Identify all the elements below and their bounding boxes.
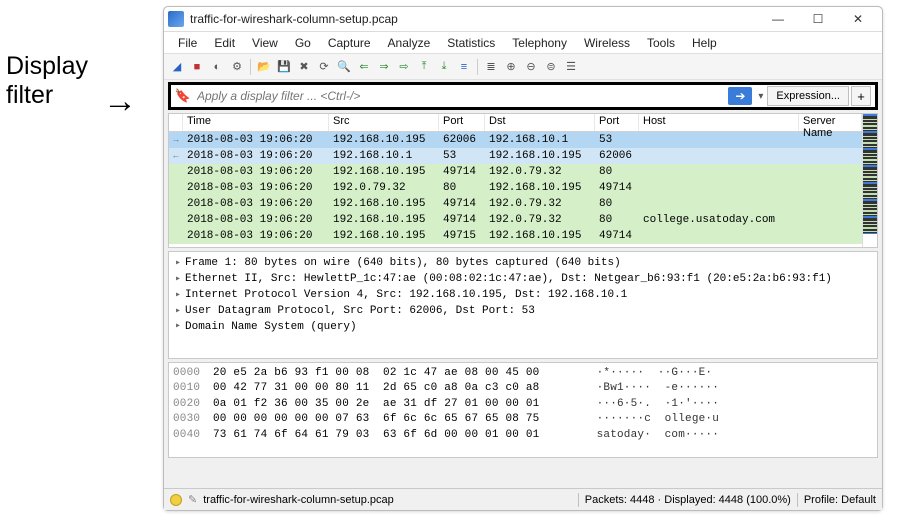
annotation-label: Display filter	[6, 52, 88, 110]
titlebar: traffic-for-wireshark-column-setup.pcap …	[164, 7, 882, 32]
open-file-icon[interactable]: 📂	[255, 58, 273, 76]
hex-row[interactable]: 000020 e5 2a b6 93 f1 00 08 02 1c 47 ae …	[173, 366, 873, 381]
detail-item[interactable]: ▸Internet Protocol Version 4, Src: 192.1…	[171, 288, 875, 304]
expression-button[interactable]: Expression...	[767, 86, 849, 106]
detail-item[interactable]: ▸User Datagram Protocol, Src Port: 62006…	[171, 304, 875, 320]
find-packet-icon[interactable]: 🔍	[335, 58, 353, 76]
capture-options-icon[interactable]: ⚙	[228, 58, 246, 76]
save-file-icon[interactable]: 💾	[275, 58, 293, 76]
hex-row[interactable]: 004073 61 74 6f 64 61 79 03 63 6f 6d 00 …	[173, 428, 873, 443]
expand-caret-icon[interactable]: ▸	[171, 305, 185, 320]
toolbar-separator	[250, 59, 251, 75]
reload-icon[interactable]: ⟳	[315, 58, 333, 76]
packet-row[interactable]: →2018-08-03 19:06:20192.168.10.195620061…	[169, 132, 862, 148]
packet-details-pane: ▸Frame 1: 80 bytes on wire (640 bits), 8…	[168, 251, 878, 359]
colorize-icon[interactable]: ≣	[482, 58, 500, 76]
packet-row[interactable]: 2018-08-03 19:06:20192.0.79.3280192.168.…	[169, 180, 862, 196]
packet-list-pane: Time Src Port Dst Port Host Server Name …	[168, 113, 878, 248]
hex-row[interactable]: 001000 42 77 31 00 00 80 11 2d 65 c0 a8 …	[173, 381, 873, 396]
filter-history-dropdown[interactable]: ▾	[754, 91, 767, 102]
packet-list-header: Time Src Port Dst Port Host Server Name	[169, 114, 862, 132]
packet-row[interactable]: 2018-08-03 19:06:20192.168.10.1954971419…	[169, 212, 862, 228]
annotation-line2: filter	[6, 81, 53, 109]
annotation-line1: Display	[6, 52, 88, 80]
goto-packet-icon[interactable]: ⇨	[395, 58, 413, 76]
display-filter-bar: 🔖 ➔ ▾ Expression... +	[168, 82, 878, 110]
col-dport[interactable]: Port	[595, 114, 639, 131]
go-last-icon[interactable]: ⤓	[435, 58, 453, 76]
menu-view[interactable]: View	[244, 34, 286, 52]
go-first-icon[interactable]: ⤒	[415, 58, 433, 76]
menu-telephony[interactable]: Telephony	[504, 34, 575, 52]
packet-overview-strip[interactable]	[862, 114, 877, 247]
packet-row[interactable]: ←2018-08-03 19:06:20192.168.10.153192.16…	[169, 148, 862, 164]
window-title: traffic-for-wireshark-column-setup.pcap	[190, 12, 758, 26]
status-capture-icon: ✎	[188, 493, 197, 506]
menu-capture[interactable]: Capture	[320, 34, 379, 52]
expand-caret-icon[interactable]: ▸	[171, 257, 185, 272]
maximize-button[interactable]: ☐	[798, 9, 838, 29]
minimize-button[interactable]: —	[758, 9, 798, 29]
col-host[interactable]: Host	[639, 114, 799, 131]
close-button[interactable]: ✕	[838, 9, 878, 29]
zoom-reset-icon[interactable]: ⊜	[542, 58, 560, 76]
wireshark-fin-icon	[168, 11, 184, 27]
expand-caret-icon[interactable]: ▸	[171, 273, 185, 288]
apply-filter-icon[interactable]: ➔	[728, 87, 752, 105]
hex-row[interactable]: 00200a 01 f2 36 00 35 00 2e ae 31 df 27 …	[173, 397, 873, 412]
go-back-icon[interactable]: ⇐	[355, 58, 373, 76]
menu-wireless[interactable]: Wireless	[576, 34, 638, 52]
display-filter-input[interactable]	[195, 87, 726, 105]
expand-caret-icon[interactable]: ▸	[171, 320, 185, 335]
detail-item[interactable]: ▸Frame 1: 80 bytes on wire (640 bits), 8…	[171, 256, 875, 272]
menu-tools[interactable]: Tools	[639, 34, 683, 52]
col-time[interactable]: Time	[183, 114, 329, 131]
close-file-icon[interactable]: ✖	[295, 58, 313, 76]
menu-go[interactable]: Go	[287, 34, 319, 52]
toolbar-separator	[477, 59, 478, 75]
annotation-arrow: →	[103, 82, 137, 121]
packet-row[interactable]: 2018-08-03 19:06:20192.168.10.1954971519…	[169, 228, 862, 244]
menu-help[interactable]: Help	[684, 34, 725, 52]
col-dst[interactable]: Dst	[485, 114, 595, 131]
zoom-in-icon[interactable]: ⊕	[502, 58, 520, 76]
statusbar: ✎ traffic-for-wireshark-column-setup.pca…	[164, 488, 882, 510]
hex-row[interactable]: 003000 00 00 00 00 00 07 63 6f 6c 6c 65 …	[173, 412, 873, 427]
status-profile[interactable]: Profile: Default	[804, 494, 876, 506]
menu-analyze[interactable]: Analyze	[380, 34, 439, 52]
toolbar: ◢ ■ ◐ ⚙ 📂 💾 ✖ ⟳ 🔍 ⇐ ⇒ ⇨ ⤒ ⤓ ≡ ≣ ⊕ ⊖ ⊜ ☰	[164, 54, 882, 80]
app-window: traffic-for-wireshark-column-setup.pcap …	[163, 6, 883, 511]
expert-info-icon[interactable]	[170, 494, 182, 506]
add-filter-button[interactable]: +	[851, 86, 871, 106]
packet-row[interactable]: 2018-08-03 19:06:20192.168.10.1954971419…	[169, 196, 862, 212]
restart-capture-icon[interactable]: ◐	[208, 58, 226, 76]
resize-columns-icon[interactable]: ☰	[562, 58, 580, 76]
zoom-out-icon[interactable]: ⊖	[522, 58, 540, 76]
col-src[interactable]: Src	[329, 114, 439, 131]
packet-row[interactable]: 2018-08-03 19:06:20192.168.10.1954971419…	[169, 164, 862, 180]
detail-item[interactable]: ▸Domain Name System (query)	[171, 320, 875, 336]
go-forward-icon[interactable]: ⇒	[375, 58, 393, 76]
row-marker: →	[169, 135, 183, 145]
menu-edit[interactable]: Edit	[206, 34, 243, 52]
col-server[interactable]: Server Name	[799, 114, 862, 131]
menu-statistics[interactable]: Statistics	[439, 34, 503, 52]
expand-caret-icon[interactable]: ▸	[171, 289, 185, 304]
menubar: File Edit View Go Capture Analyze Statis…	[164, 32, 882, 54]
start-capture-icon[interactable]: ◢	[168, 58, 186, 76]
status-file: traffic-for-wireshark-column-setup.pcap	[203, 494, 394, 506]
packet-bytes-pane: 000020 e5 2a b6 93 f1 00 08 02 1c 47 ae …	[168, 362, 878, 458]
detail-item[interactable]: ▸Ethernet II, Src: HewlettP_1c:47:ae (00…	[171, 272, 875, 288]
stop-capture-icon[interactable]: ■	[188, 58, 206, 76]
autoscroll-icon[interactable]: ≡	[455, 58, 473, 76]
row-marker: ←	[169, 151, 183, 161]
menu-file[interactable]: File	[170, 34, 205, 52]
col-sport[interactable]: Port	[439, 114, 485, 131]
status-packets: Packets: 4448 · Displayed: 4448 (100.0%)	[585, 494, 791, 506]
filter-bookmark-icon[interactable]: 🔖	[175, 88, 191, 104]
